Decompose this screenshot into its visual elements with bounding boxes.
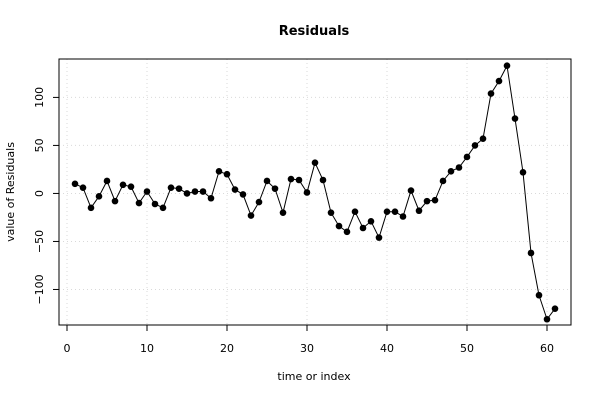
x-tick-label: 50	[460, 342, 474, 355]
x-tick-label: 20	[220, 342, 234, 355]
plot-area-frame	[58, 58, 572, 326]
data-point	[511, 115, 519, 122]
data-point	[287, 175, 295, 183]
data-point	[455, 164, 463, 171]
data-point	[439, 177, 447, 185]
data-point	[223, 170, 231, 178]
data-point	[87, 204, 95, 212]
y-tick-label: −100	[33, 274, 46, 304]
data-points	[71, 62, 559, 323]
data-point	[327, 209, 335, 216]
data-point	[399, 213, 407, 220]
data-point	[79, 184, 87, 191]
data-point	[487, 90, 495, 97]
data-point	[391, 208, 399, 215]
data-point	[207, 194, 215, 202]
data-point	[431, 196, 439, 204]
data-point	[279, 209, 287, 216]
data-point	[127, 183, 135, 191]
data-point	[503, 62, 511, 70]
data-point	[183, 190, 191, 197]
data-point	[295, 176, 303, 184]
data-point	[343, 228, 351, 236]
data-point	[239, 191, 247, 198]
data-point	[135, 199, 143, 207]
data-point	[303, 189, 311, 196]
y-axis: −100 −50 0 50 100	[33, 87, 59, 305]
y-tick-label: 0	[33, 190, 46, 197]
data-point	[111, 197, 119, 205]
data-point	[103, 177, 111, 185]
data-point	[535, 291, 543, 299]
data-point	[351, 208, 359, 215]
data-point	[191, 188, 199, 195]
data-point	[71, 180, 79, 188]
data-point	[447, 168, 455, 175]
data-point	[319, 176, 327, 184]
data-point	[311, 159, 319, 167]
data-point	[359, 224, 367, 232]
data-point	[151, 200, 159, 208]
data-point	[479, 135, 487, 142]
data-point	[175, 185, 183, 192]
data-point	[167, 184, 175, 191]
data-point	[423, 197, 431, 205]
data-point	[143, 188, 151, 195]
y-tick-label: −50	[33, 230, 46, 253]
data-point	[463, 153, 471, 161]
data-point	[471, 142, 479, 149]
data-point	[119, 181, 127, 189]
data-point	[551, 305, 559, 312]
x-axis: 0 10 20 30 40 50 60	[64, 325, 554, 355]
y-tick-label: 50	[33, 138, 46, 152]
data-point	[383, 208, 391, 215]
data-point	[271, 185, 279, 192]
data-point	[495, 77, 503, 85]
data-point	[199, 188, 207, 195]
chart-title: Residuals	[279, 24, 350, 39]
data-point	[263, 177, 271, 185]
data-point	[247, 212, 255, 219]
data-point	[519, 169, 527, 176]
data-point	[543, 315, 551, 323]
data-point	[255, 198, 263, 206]
data-point	[231, 186, 239, 193]
x-tick-label: 30	[300, 342, 314, 355]
y-tick-label: 100	[33, 87, 46, 108]
x-tick-label: 40	[380, 342, 394, 355]
data-point	[159, 204, 167, 212]
data-point	[415, 207, 423, 215]
x-tick-label: 60	[540, 342, 554, 355]
data-point	[527, 249, 535, 257]
data-point	[95, 193, 103, 200]
data-point	[407, 187, 415, 194]
data-point	[215, 168, 223, 175]
data-point	[367, 217, 375, 225]
x-tick-label: 10	[140, 342, 154, 355]
x-axis-label: time or index	[277, 370, 351, 383]
data-point	[375, 234, 383, 241]
data-point	[335, 222, 343, 230]
y-axis-label: value of Residuals	[4, 142, 17, 242]
grid-lines	[59, 59, 571, 325]
x-tick-label: 0	[64, 342, 71, 355]
